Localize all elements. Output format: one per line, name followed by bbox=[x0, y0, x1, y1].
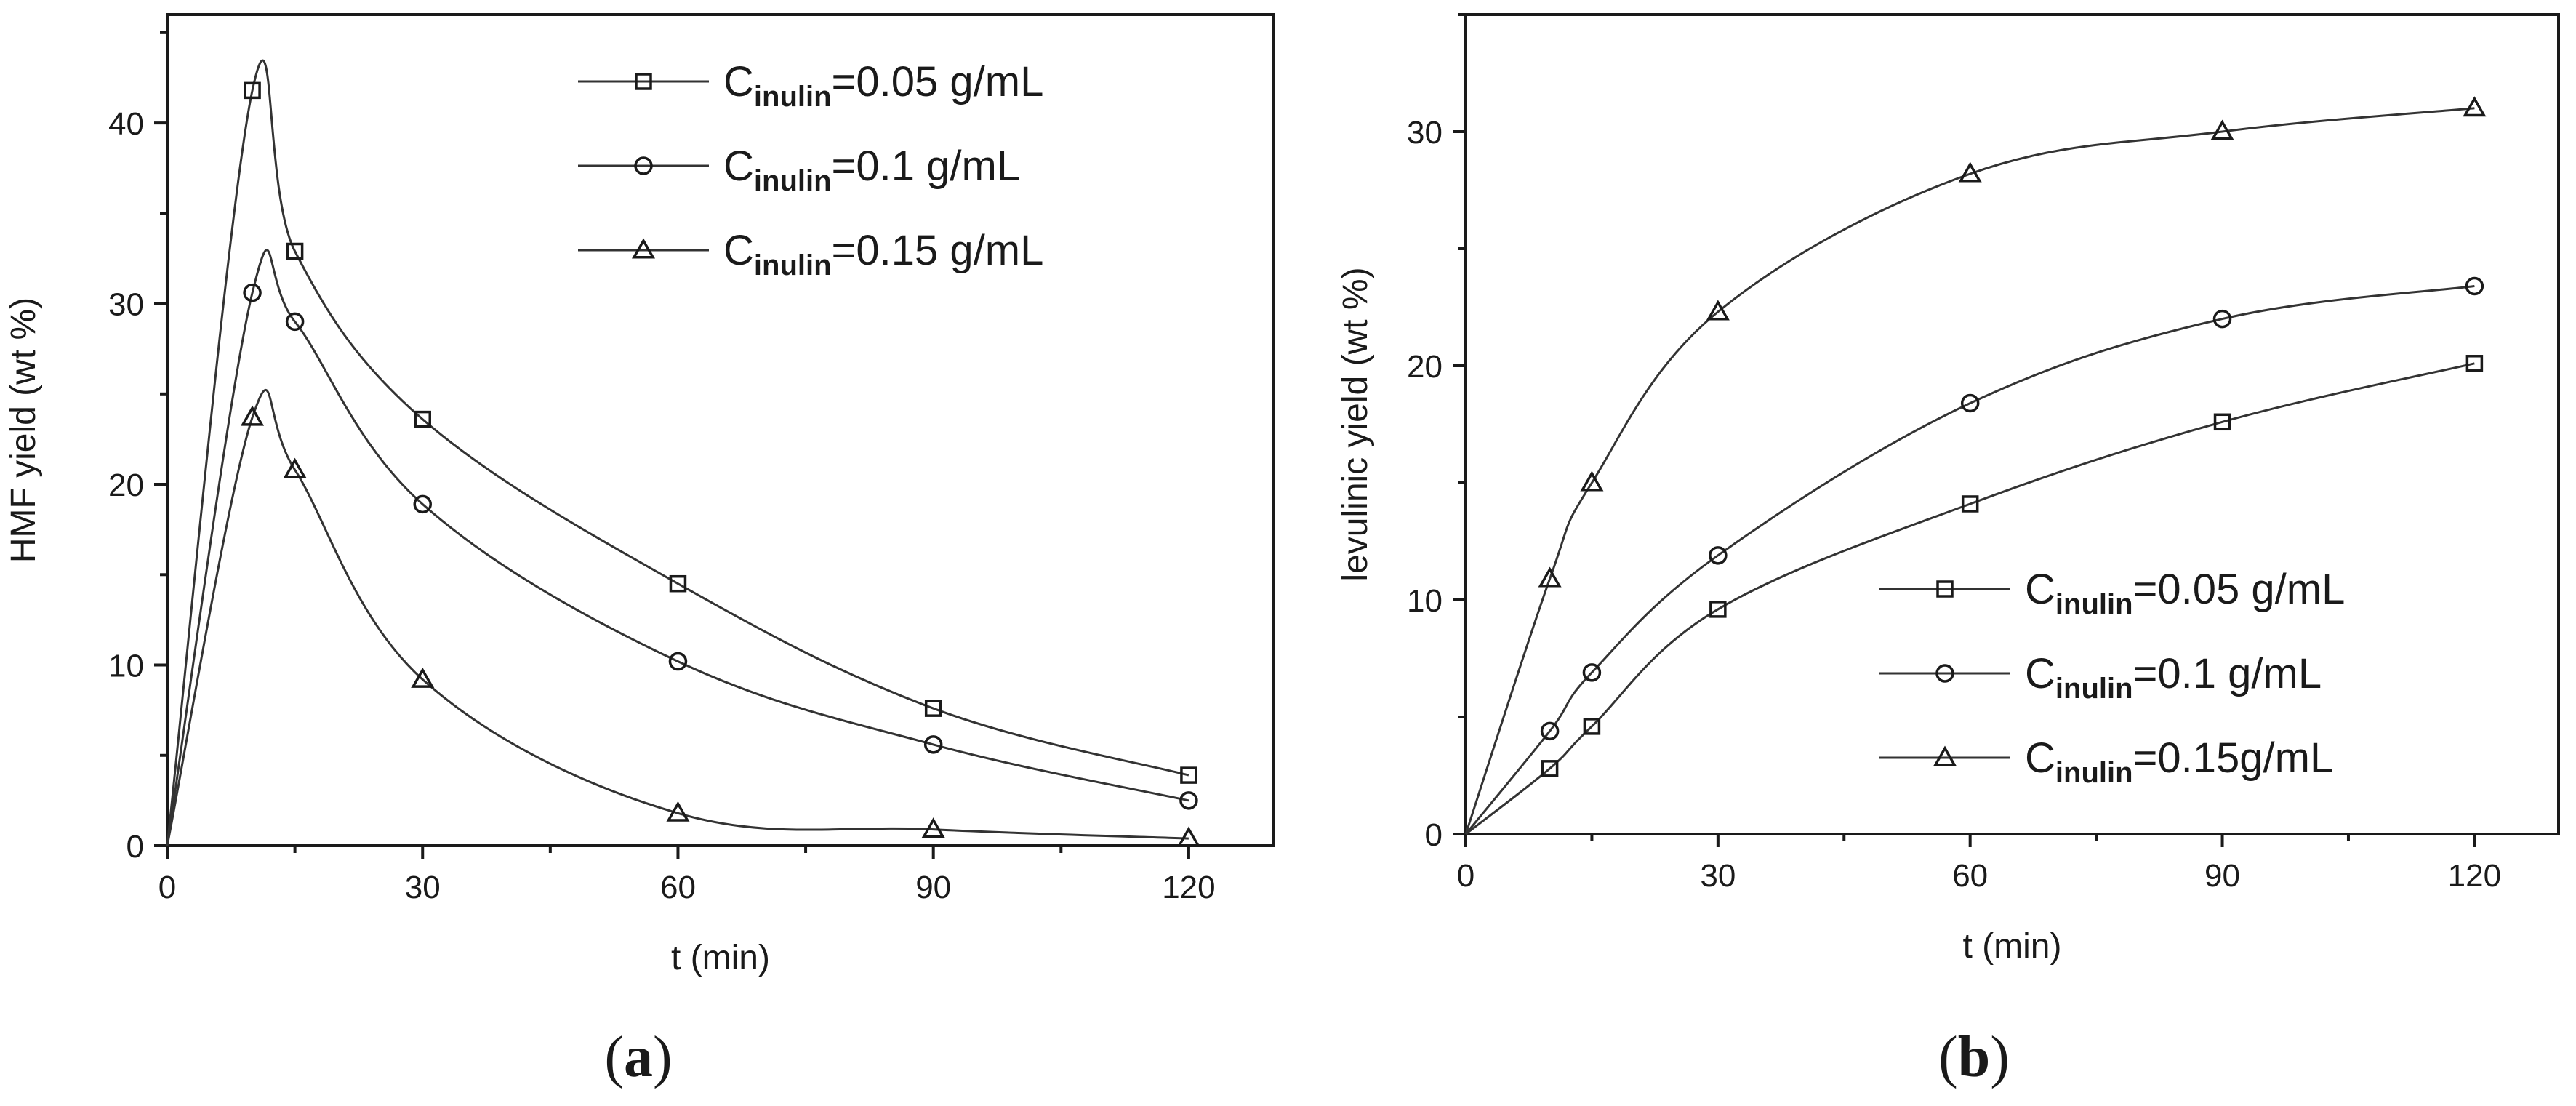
data-point bbox=[1582, 663, 1602, 682]
series-fit-line bbox=[166, 388, 1189, 846]
data-point bbox=[1176, 826, 1200, 847]
data-point bbox=[1958, 161, 1982, 183]
legend-marker bbox=[1933, 745, 1957, 766]
data-point bbox=[666, 801, 690, 822]
y-tick-label: 30 bbox=[1407, 115, 1443, 151]
data-point bbox=[668, 652, 688, 671]
plot-frame bbox=[166, 13, 1275, 847]
legend-label: Cinulin=0.05 g/mL bbox=[723, 58, 1043, 113]
legend-entry: Cinulin=0.05 g/mL bbox=[578, 58, 1043, 113]
legend-entry: Cinulin=0.1 g/mL bbox=[578, 143, 1020, 197]
x-tick-label: 0 bbox=[1457, 858, 1474, 894]
x-tick-label: 30 bbox=[405, 870, 441, 905]
data-point bbox=[286, 242, 304, 260]
data-point bbox=[1706, 300, 1730, 321]
data-point bbox=[2212, 309, 2232, 329]
legend-entry: Cinulin=0.05 g/mL bbox=[1879, 566, 2345, 620]
y-tick-label: 0 bbox=[127, 829, 144, 865]
y-tick-label: 0 bbox=[1425, 817, 1443, 853]
series-triangle bbox=[166, 388, 1200, 847]
data-point bbox=[924, 700, 942, 717]
legend-entry: Cinulin=0.15 g/mL bbox=[578, 227, 1043, 281]
data-point bbox=[241, 405, 265, 426]
chart-panel-b: 0 30 60 90 120 0 10 20 30 t (min) levulinic yield … bbox=[1336, 13, 2560, 1089]
y-tick-label: 40 bbox=[108, 106, 144, 142]
legend-label: Cinulin=0.05 g/mL bbox=[2025, 566, 2345, 620]
y-tick-label: 30 bbox=[108, 287, 144, 323]
data-point bbox=[285, 312, 305, 332]
y-axis-title: levulinic yield (wt %) bbox=[1336, 267, 1375, 581]
legend-marker bbox=[1935, 664, 1954, 683]
data-point bbox=[244, 81, 261, 100]
legend-label: Cinulin=0.15 g/mL bbox=[723, 227, 1043, 281]
plot-frame bbox=[1464, 13, 2560, 835]
x-tick-label: 90 bbox=[2204, 858, 2240, 894]
series-fit-line bbox=[1464, 107, 2475, 835]
data-point bbox=[1540, 721, 1560, 741]
data-point bbox=[1538, 566, 1562, 588]
y-tick-label: 20 bbox=[108, 468, 144, 503]
data-point bbox=[2213, 413, 2231, 431]
x-tick-label: 60 bbox=[660, 870, 696, 905]
data-point bbox=[921, 817, 945, 838]
series-fit-line bbox=[166, 249, 1189, 846]
y-tick-label: 10 bbox=[108, 649, 144, 684]
series-circle bbox=[1464, 276, 2484, 835]
legend-label: Cinulin=0.15g/mL bbox=[2025, 734, 2333, 789]
legend-entry: Cinulin=0.15g/mL bbox=[1879, 734, 2333, 789]
data-point bbox=[243, 283, 262, 302]
data-point bbox=[1541, 760, 1559, 777]
series-fit-line bbox=[166, 59, 1189, 846]
x-tick-label: 90 bbox=[915, 870, 951, 905]
data-point bbox=[2210, 119, 2234, 140]
y-axis-title: HMF yield (wt %) bbox=[4, 297, 43, 563]
legend-marker bbox=[1936, 580, 1954, 598]
data-point bbox=[411, 667, 435, 688]
legend-marker bbox=[635, 73, 652, 90]
series-square bbox=[166, 59, 1197, 846]
x-tick-label: 120 bbox=[2448, 858, 2501, 894]
data-point bbox=[2465, 355, 2484, 372]
legend-label: Cinulin=0.1 g/mL bbox=[723, 143, 1020, 197]
data-point bbox=[2463, 96, 2487, 117]
series-triangle bbox=[1464, 96, 2487, 835]
chart-panel-a: 0 30 60 90 120 0 10 20 30 40 t (min) HMF yield (wt … bbox=[4, 13, 1275, 1089]
series-circle bbox=[166, 249, 1198, 846]
x-tick-label: 120 bbox=[1162, 870, 1215, 905]
panel-caption: (a) bbox=[604, 1025, 672, 1089]
data-point bbox=[923, 735, 943, 754]
data-point bbox=[1709, 546, 1728, 565]
legend-marker bbox=[631, 238, 656, 259]
x-tick-label: 0 bbox=[159, 870, 176, 905]
data-point bbox=[1961, 495, 1979, 513]
data-point bbox=[1180, 766, 1197, 784]
x-tick-label: 30 bbox=[1700, 858, 1736, 894]
data-point bbox=[1709, 601, 1727, 618]
data-point bbox=[1960, 393, 1980, 413]
x-axis-title: t (min) bbox=[1963, 927, 2062, 966]
data-point bbox=[669, 574, 687, 593]
legend-marker bbox=[634, 156, 653, 175]
data-point bbox=[283, 457, 307, 478]
legend-entry: Cinulin=0.1 g/mL bbox=[1879, 650, 2322, 705]
series-fit-line bbox=[1464, 285, 2475, 835]
series-square bbox=[1465, 355, 2484, 835]
y-tick-label: 10 bbox=[1407, 583, 1443, 619]
x-tick-label: 60 bbox=[1952, 858, 1988, 894]
data-point bbox=[2465, 276, 2484, 296]
data-point bbox=[1580, 470, 1604, 492]
data-point bbox=[414, 410, 431, 428]
data-point bbox=[413, 494, 432, 514]
legend-label: Cinulin=0.1 g/mL bbox=[2025, 650, 2322, 705]
series-fit-line bbox=[1465, 362, 2475, 835]
data-point bbox=[1583, 718, 1601, 735]
panel-caption: (b) bbox=[1938, 1025, 2010, 1089]
data-point bbox=[1179, 791, 1198, 810]
x-axis-title: t (min) bbox=[671, 939, 770, 977]
y-tick-label: 20 bbox=[1407, 349, 1443, 385]
